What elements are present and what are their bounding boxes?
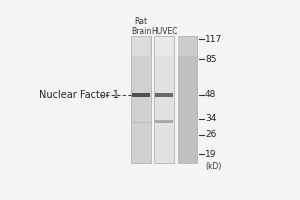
Text: HUVEC: HUVEC <box>151 27 178 36</box>
Bar <box>154 36 174 163</box>
Text: Nuclear Factor 1: Nuclear Factor 1 <box>39 90 119 100</box>
Bar <box>132 122 150 123</box>
Text: 34: 34 <box>205 114 216 123</box>
Text: Rat
Brain: Rat Brain <box>131 17 151 36</box>
Bar <box>155 37 173 56</box>
Bar <box>132 93 150 97</box>
Bar <box>132 37 150 56</box>
Text: 19: 19 <box>205 150 216 159</box>
Text: 85: 85 <box>205 55 216 64</box>
Bar <box>155 93 173 97</box>
Text: 117: 117 <box>205 35 222 44</box>
Bar <box>155 120 173 123</box>
Bar <box>178 37 196 56</box>
Text: 26: 26 <box>205 130 216 139</box>
Bar <box>178 36 197 163</box>
Text: (kD): (kD) <box>205 162 221 171</box>
Bar <box>131 36 151 163</box>
Text: 48: 48 <box>205 90 216 99</box>
